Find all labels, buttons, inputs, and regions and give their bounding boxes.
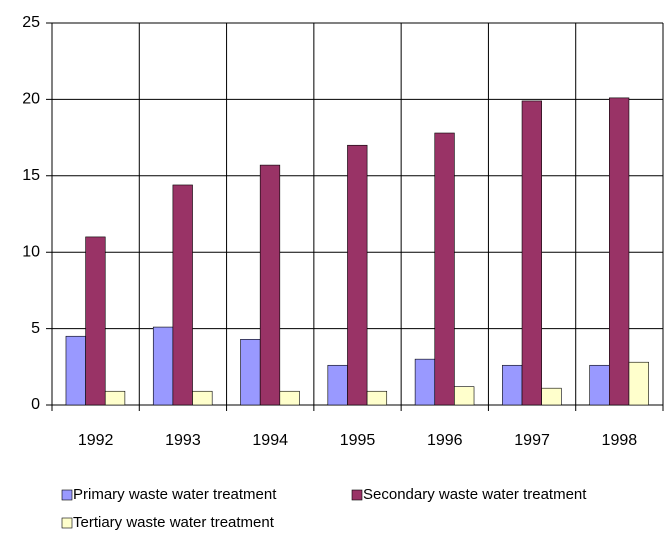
bar (628, 361, 649, 406)
x-tick-label: 1993 (165, 432, 201, 449)
bar (259, 164, 281, 406)
y-tick-label: 5 (31, 320, 40, 337)
bar (172, 184, 193, 406)
legend-label: Tertiary waste water treatment (73, 514, 275, 531)
x-tick-label: 1994 (252, 432, 288, 449)
bar (609, 97, 630, 406)
bar (240, 338, 261, 406)
bar (85, 236, 106, 406)
y-tick-label: 0 (31, 396, 40, 413)
bar (454, 386, 475, 406)
y-tick-label: 10 (22, 243, 40, 260)
bar (65, 335, 86, 406)
legend-label: Primary waste water treatment (73, 486, 277, 503)
legend-swatch (351, 489, 363, 501)
y-tick-label: 25 (22, 14, 40, 31)
bar (414, 358, 436, 406)
legend-label: Secondary waste water treatment (363, 486, 587, 503)
legend-swatch (61, 517, 73, 529)
bar (192, 390, 213, 406)
bar (434, 132, 455, 406)
legend-swatch (61, 489, 73, 501)
y-tick-label: 20 (22, 91, 40, 108)
y-tick-label: 15 (22, 167, 40, 184)
bar (589, 364, 610, 406)
bar (327, 364, 348, 406)
x-tick-label: 1997 (514, 432, 550, 449)
x-tick-label: 1992 (78, 432, 114, 449)
bar (366, 390, 388, 406)
x-tick-label: 1995 (340, 432, 376, 449)
bar (502, 364, 523, 406)
x-tick-label: 1996 (427, 432, 463, 449)
bar (521, 100, 542, 406)
bar (541, 387, 562, 406)
bar (152, 326, 174, 406)
x-tick-label: 1998 (602, 432, 638, 449)
bar (279, 390, 300, 406)
bar (347, 144, 368, 406)
bar (104, 390, 126, 406)
